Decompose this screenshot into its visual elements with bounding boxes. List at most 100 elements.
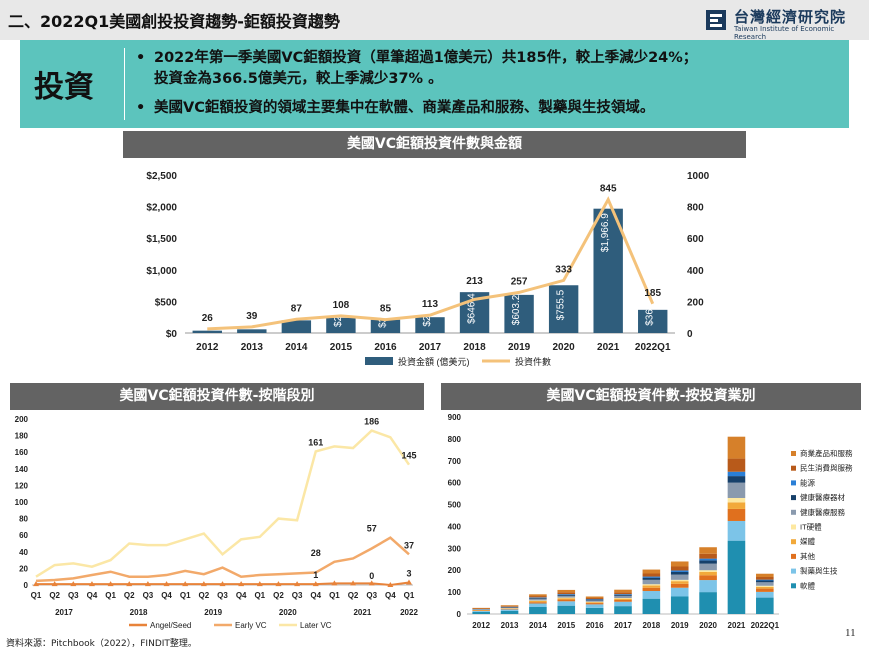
stacked-bar-segment: [614, 589, 632, 593]
x-tick-label: 2017: [614, 621, 632, 630]
point-value-label: 0: [369, 571, 374, 581]
bullet-line: 美國VC鉅額投資的領域主要集中在軟體、商業產品和服務、製藥與生技領域。: [154, 100, 655, 116]
stacked-bar-segment: [699, 575, 717, 581]
stacked-bar-segment: [557, 601, 576, 606]
stacked-bar-segment: [585, 598, 604, 600]
stacked-bar-segment: [585, 596, 604, 599]
stacked-bar-segment: [585, 604, 604, 608]
legend-swatch-bar: [365, 357, 393, 365]
logo-text: 台灣經濟研究院: [734, 8, 847, 26]
stacked-bar-segment: [472, 607, 490, 609]
x-tick-label: 2020: [699, 621, 717, 630]
stacked-bar-segment: [699, 570, 717, 572]
marker-triangle: [312, 581, 319, 587]
x-quarter-label: Q4: [87, 591, 98, 600]
stacked-bar-segment: [756, 580, 774, 583]
stacked-bar-segment: [756, 582, 774, 586]
line-value-label: 257: [511, 276, 528, 287]
stacked-bar-segment: [670, 561, 689, 567]
stacked-bar-segment: [557, 597, 576, 599]
series-line: [35, 536, 410, 583]
bar-amount: [326, 317, 356, 333]
marker-triangle: [200, 581, 207, 587]
point-value-label: 1: [313, 570, 318, 580]
stacked-bar-segment: [699, 563, 717, 571]
stacked-bar-segment: [642, 598, 661, 614]
y-tick-label: 900: [448, 413, 462, 422]
legend-label: 能源: [800, 477, 815, 487]
point-value-label: 186: [364, 417, 379, 427]
stacked-bar-segment: [614, 599, 632, 602]
marker-triangle: [182, 581, 189, 587]
y-right-tick-label: 0: [687, 329, 693, 340]
x-tick-label: 2013: [241, 342, 264, 353]
stacked-bar-segment: [500, 607, 519, 609]
x-quarter-label: Q2: [49, 591, 60, 600]
stacked-bar-segment: [699, 560, 717, 564]
x-quarter-label: Q1: [254, 591, 265, 600]
legend-label: 製藥與生技: [800, 566, 838, 576]
stacked-bar-segment: [642, 579, 661, 585]
stacked-bar-segment: [670, 571, 689, 575]
stacked-bar-segment: [614, 594, 632, 595]
stacked-bar-segment: [585, 602, 604, 604]
tier-logo-icon: [706, 10, 726, 30]
point-value-label: 161: [308, 437, 323, 447]
stacked-bar-segment: [756, 588, 774, 592]
stacked-bar-segment: [500, 606, 519, 607]
stacked-bar-segment: [670, 596, 689, 614]
x-tick-label: 2018: [642, 621, 660, 630]
y-tick-label: 0: [457, 610, 462, 619]
stacked-bar-segment: [670, 570, 689, 572]
marker-triangle: [294, 581, 301, 587]
stacked-bar-segment: [727, 476, 746, 483]
y-tick-label: 80: [19, 515, 28, 524]
bar-amount: [638, 309, 668, 333]
stacked-bar-segment: [699, 558, 717, 561]
y-tick-label: 300: [448, 544, 462, 553]
bar-value-label: $2: [333, 315, 344, 327]
stacked-bar-segment: [529, 598, 547, 601]
stacked-bar-segment: [727, 497, 746, 503]
highlight-keyword: 投資: [34, 70, 94, 105]
x-tick-label: 2022Q1: [751, 621, 780, 630]
stacked-bar-segment: [642, 585, 661, 588]
stacked-bar-segment: [727, 502, 746, 509]
marker-triangle: [256, 581, 263, 587]
x-quarter-label: Q3: [366, 591, 377, 600]
stacked-bar-segment: [557, 595, 576, 598]
stacked-bar-segment: [500, 610, 519, 614]
y-tick-label: 800: [448, 435, 462, 444]
y-right-tick-label: 200: [687, 297, 704, 308]
stacked-bar-segment: [756, 579, 774, 581]
stacked-bar-segment: [642, 573, 661, 577]
stacked-bar-segment: [727, 458, 746, 472]
marker-triangle: [331, 580, 338, 586]
legend-label: 媒體: [800, 536, 815, 546]
legend-label: IT硬體: [800, 522, 822, 532]
stacked-bar-segment: [472, 611, 490, 614]
stacked-bar-segment: [557, 589, 576, 593]
stacked-bar-segment: [670, 574, 689, 580]
x-tick-label: 2014: [285, 342, 308, 353]
bullet-line: 2022年第一季美國VC鉅額投資（單筆超過1億美元）共185件，較上季減少24%…: [154, 50, 698, 66]
x-tick-label: 2021: [597, 342, 620, 353]
x-tick-label: 2020: [553, 342, 576, 353]
stacked-bar-segment: [529, 600, 547, 603]
page-number: 11: [845, 627, 856, 639]
point-value-label: 28: [311, 548, 321, 558]
stacked-bar-segment: [642, 577, 661, 580]
y-tick-label: 160: [15, 448, 29, 457]
stacked-bar-segment: [642, 591, 661, 599]
stacked-bar-segment: [585, 607, 604, 614]
stacked-bar-segment: [529, 594, 547, 597]
stacked-bar-segment: [529, 606, 547, 614]
stacked-bar-segment: [557, 605, 576, 614]
legend-label: Early VC: [235, 621, 267, 630]
stacked-bar-segment: [557, 594, 576, 595]
legend-label: 軟體: [800, 580, 815, 590]
chart2-title: 美國VC鉅額投資件數-按階段別: [10, 383, 424, 410]
chart-by-stage: 0 20 40 60 80 100 120 140 160 180 200 Q1 Q2 Q3 Q4 Q1 Q2 Q…: [15, 415, 419, 630]
chart-by-industry: 0 100 200 300 400 500 600 700 800 900 2012 2013 2014…: [448, 413, 853, 630]
stacked-bar-segment: [699, 580, 717, 593]
